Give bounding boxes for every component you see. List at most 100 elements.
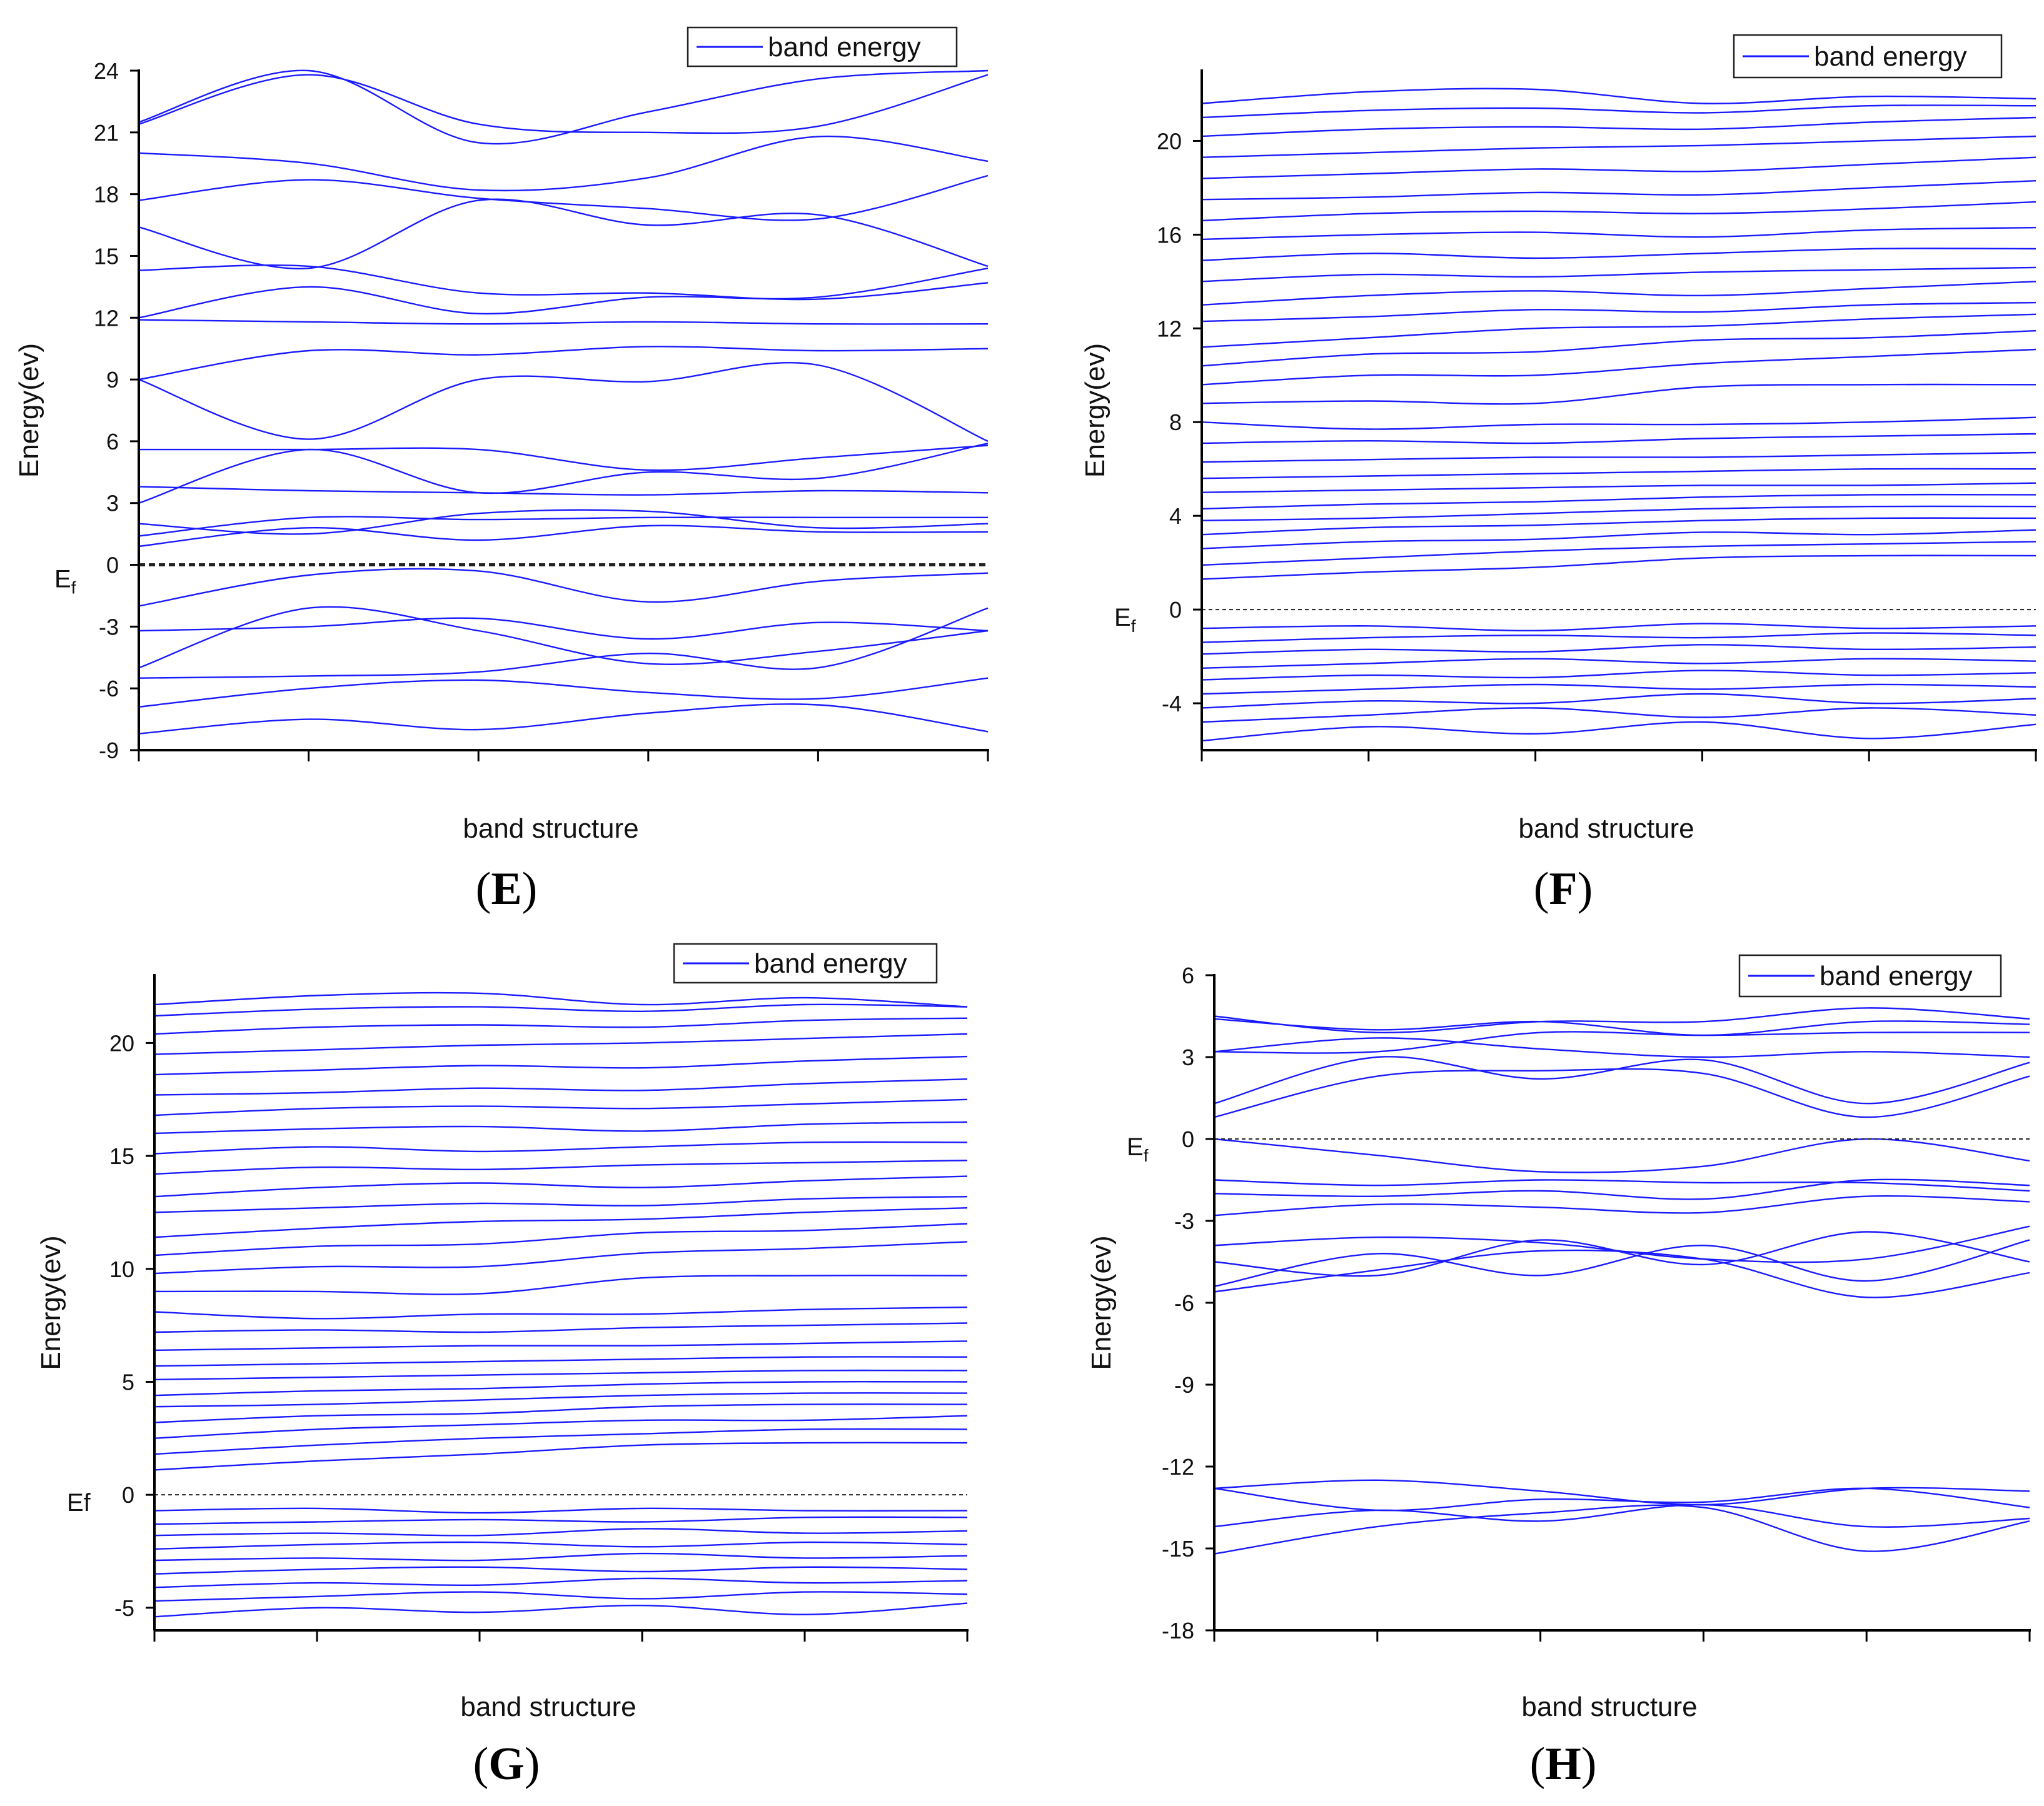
band-line [1214, 1195, 2030, 1217]
fermi-label: Ef [67, 1489, 91, 1517]
band-line [154, 1528, 968, 1537]
y-tick-label: -18 [1162, 1618, 1194, 1643]
band-line [154, 1507, 968, 1514]
band-line [154, 1415, 968, 1439]
y-tick-label: -5 [114, 1595, 134, 1621]
band-line [1201, 468, 2036, 479]
band-line [154, 1442, 968, 1471]
band-line [138, 568, 989, 607]
y-tick-label: -3 [99, 614, 119, 640]
band-line [138, 135, 989, 192]
y-tick-label: -6 [1174, 1290, 1194, 1316]
y-tick-label: 24 [94, 58, 119, 84]
band-line [1201, 116, 2036, 138]
band-line [154, 1003, 968, 1017]
band-line [138, 444, 989, 471]
band-line [154, 1392, 968, 1408]
band-line [1201, 88, 2036, 104]
y-tick-label: 9 [106, 367, 119, 393]
band-line [1201, 493, 2036, 510]
band-line [138, 524, 989, 548]
y-tick-label: 20 [1157, 128, 1182, 154]
band-line [1201, 156, 2036, 179]
legend: band energy [687, 26, 958, 68]
y-axis-label: Energy(ev) [1080, 343, 1110, 478]
band-line [154, 1356, 968, 1367]
band-line [154, 1602, 968, 1618]
band-line [154, 1322, 968, 1333]
band-line [154, 1403, 968, 1423]
band-line [1201, 707, 2036, 723]
band-line [1214, 1056, 2030, 1105]
y-tick-label: -12 [1162, 1454, 1194, 1480]
band-line [154, 1207, 968, 1238]
band-line [1201, 721, 2036, 742]
band-line [1201, 451, 2036, 463]
band-line [1201, 416, 2036, 430]
band-line [154, 1223, 968, 1257]
band-line [138, 607, 989, 679]
y-tick-label: 0 [122, 1482, 134, 1508]
y-tick-label: 8 [1169, 409, 1182, 435]
band-line [138, 677, 989, 708]
band-line [1201, 301, 2036, 323]
y-tick-label: 15 [94, 243, 119, 269]
band-line [154, 991, 968, 1008]
band-line [1214, 1231, 2030, 1277]
y-tick-label: 12 [1157, 316, 1182, 341]
band-line [1214, 1503, 2030, 1528]
band-line [154, 1307, 968, 1320]
band-line [154, 1552, 968, 1562]
legend: band energy [673, 943, 938, 984]
band-line [138, 617, 989, 640]
band-line [1201, 693, 2036, 709]
x-axis-label: band structure [463, 813, 638, 844]
band-line [154, 1160, 968, 1175]
caption-h: (H) [1529, 1738, 1597, 1790]
legend: band energy [1733, 34, 2003, 79]
band-line [138, 509, 989, 535]
band-line [1201, 281, 2036, 306]
y-tick-label: 16 [1157, 222, 1182, 248]
band-line [1201, 670, 2036, 681]
band-line [154, 1017, 968, 1035]
band-line [1201, 104, 2036, 119]
band-line [1201, 658, 2036, 669]
legend-label: band energy [1814, 41, 1967, 72]
band-line [1201, 201, 2036, 222]
band-line [138, 703, 989, 735]
x-axis-label: band structure [1521, 1692, 1697, 1722]
band-line [1214, 1239, 2030, 1287]
band-line [138, 69, 989, 145]
caption-e: (E) [475, 863, 538, 915]
band-line [154, 1541, 968, 1550]
panel-f: -4 0 4 8 12 16 20 Ef Energy(ev) band structure ban… [1080, 34, 2037, 844]
y-tick-label: 6 [1182, 963, 1194, 988]
band-line [1214, 1479, 2030, 1506]
band-line [138, 346, 989, 381]
band-line [138, 319, 989, 325]
band-line [138, 174, 989, 221]
band-line [154, 1275, 968, 1295]
y-tick-label: 6 [106, 429, 119, 454]
band-line [1214, 1179, 2030, 1192]
band-line [154, 1055, 968, 1076]
panel-e: -9 -6 -3 0 3 6 9 12 15 18 21 24 Ef Energy(ev) band str… [14, 26, 989, 844]
band-line [1201, 644, 2036, 655]
band-line [1214, 1225, 2030, 1263]
band-line [138, 74, 989, 134]
legend-label: band energy [754, 948, 907, 979]
band-line [1214, 1007, 2030, 1033]
band-line [1201, 433, 2036, 444]
y-tick-label: -6 [99, 676, 119, 701]
band-line [1214, 1031, 2030, 1054]
band-line [1201, 505, 2036, 521]
band-line [154, 1175, 968, 1198]
band-line [154, 1078, 968, 1096]
band-line [154, 1098, 968, 1116]
band-line [138, 264, 989, 301]
band-line [1201, 313, 2036, 348]
y-tick-label: 0 [106, 553, 119, 578]
y-axis-label: Energy(ev) [36, 1235, 66, 1370]
band-line [154, 1241, 968, 1275]
